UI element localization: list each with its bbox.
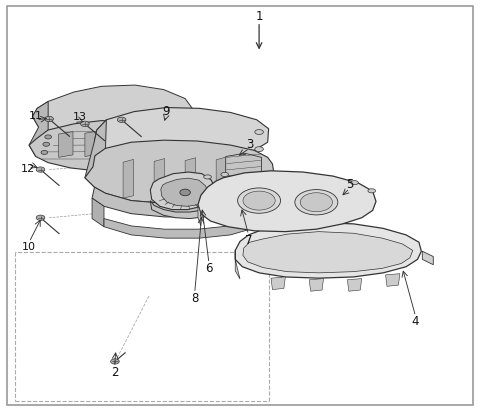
Polygon shape [216,157,227,196]
Ellipse shape [180,189,191,196]
Ellipse shape [368,189,375,193]
Ellipse shape [117,117,126,122]
Text: 11: 11 [29,111,43,121]
Ellipse shape [255,129,264,134]
Polygon shape [198,205,201,226]
Polygon shape [150,201,221,219]
Ellipse shape [36,167,45,172]
Ellipse shape [204,175,211,179]
Polygon shape [164,128,178,154]
Text: 5: 5 [346,178,353,191]
Polygon shape [104,214,266,238]
Text: 10: 10 [22,242,36,252]
Ellipse shape [231,192,241,198]
Polygon shape [385,274,400,286]
Ellipse shape [111,359,119,364]
Ellipse shape [255,147,264,152]
Polygon shape [185,158,196,196]
Polygon shape [271,277,285,290]
Polygon shape [198,171,376,232]
Polygon shape [235,223,421,278]
Polygon shape [243,232,413,273]
Polygon shape [215,182,256,208]
Text: 9: 9 [162,105,170,118]
Ellipse shape [36,215,45,220]
Polygon shape [226,153,262,181]
Polygon shape [59,132,73,157]
Polygon shape [29,120,196,172]
Ellipse shape [300,193,333,212]
Polygon shape [123,159,133,198]
Text: 12: 12 [21,164,35,174]
Text: 8: 8 [191,292,198,305]
Text: 3: 3 [246,138,253,151]
Polygon shape [92,186,268,217]
Ellipse shape [243,191,275,210]
Polygon shape [161,178,208,206]
Ellipse shape [43,142,49,146]
Ellipse shape [238,188,281,213]
Ellipse shape [41,150,48,155]
Text: 7: 7 [245,234,252,247]
Polygon shape [85,120,107,187]
Ellipse shape [221,173,228,176]
Text: 6: 6 [205,262,213,275]
Text: 13: 13 [73,111,87,122]
Polygon shape [422,251,433,265]
Polygon shape [137,129,152,155]
Text: 2: 2 [111,365,118,379]
Polygon shape [235,250,240,279]
Polygon shape [210,178,260,210]
Polygon shape [92,198,104,227]
Polygon shape [348,279,362,291]
Text: 1: 1 [255,10,263,23]
Polygon shape [111,130,125,156]
Polygon shape [85,131,99,157]
Ellipse shape [351,180,359,185]
Polygon shape [85,140,275,203]
Ellipse shape [45,135,51,139]
Polygon shape [29,102,48,157]
Ellipse shape [81,121,89,127]
Polygon shape [150,172,215,210]
Polygon shape [154,159,165,197]
Polygon shape [33,85,192,140]
Text: 4: 4 [412,315,420,328]
Polygon shape [95,108,269,161]
Ellipse shape [295,189,338,215]
Polygon shape [309,279,324,291]
Ellipse shape [45,116,53,122]
Polygon shape [240,156,251,195]
